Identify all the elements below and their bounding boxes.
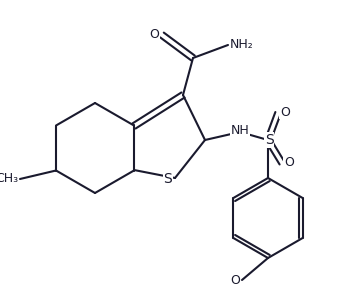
Text: S: S — [265, 133, 274, 147]
Text: NH: NH — [231, 125, 249, 138]
Text: O: O — [284, 157, 294, 169]
Text: O: O — [149, 29, 159, 42]
Text: NH₂: NH₂ — [230, 38, 254, 52]
Text: O: O — [280, 106, 290, 118]
Text: CH₃: CH₃ — [0, 173, 18, 185]
Text: O: O — [230, 274, 240, 288]
Text: S: S — [163, 172, 172, 186]
